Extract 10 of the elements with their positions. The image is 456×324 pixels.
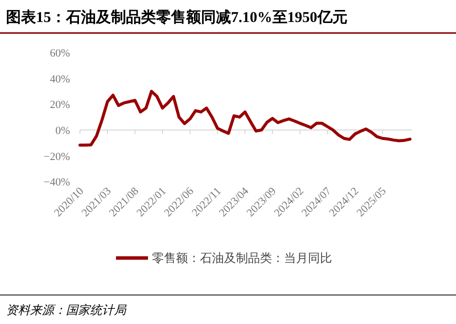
y-tick-label: 40% xyxy=(50,73,70,86)
y-tick-label: −20% xyxy=(44,150,70,163)
y-tick-label: −40% xyxy=(44,176,70,189)
line-series xyxy=(78,90,412,147)
y-tick-label: 20% xyxy=(50,99,70,112)
y-tick-label: 0% xyxy=(55,125,70,137)
chart-title: 图表15：石油及制品类零售额同减7.10%至1950亿元 xyxy=(6,8,348,26)
y-tick-label: 60% xyxy=(50,48,70,60)
legend-label: 零售额：石油及制品类：当月同比 xyxy=(152,251,332,265)
text: 资料来源：国家统计局 xyxy=(6,303,127,317)
